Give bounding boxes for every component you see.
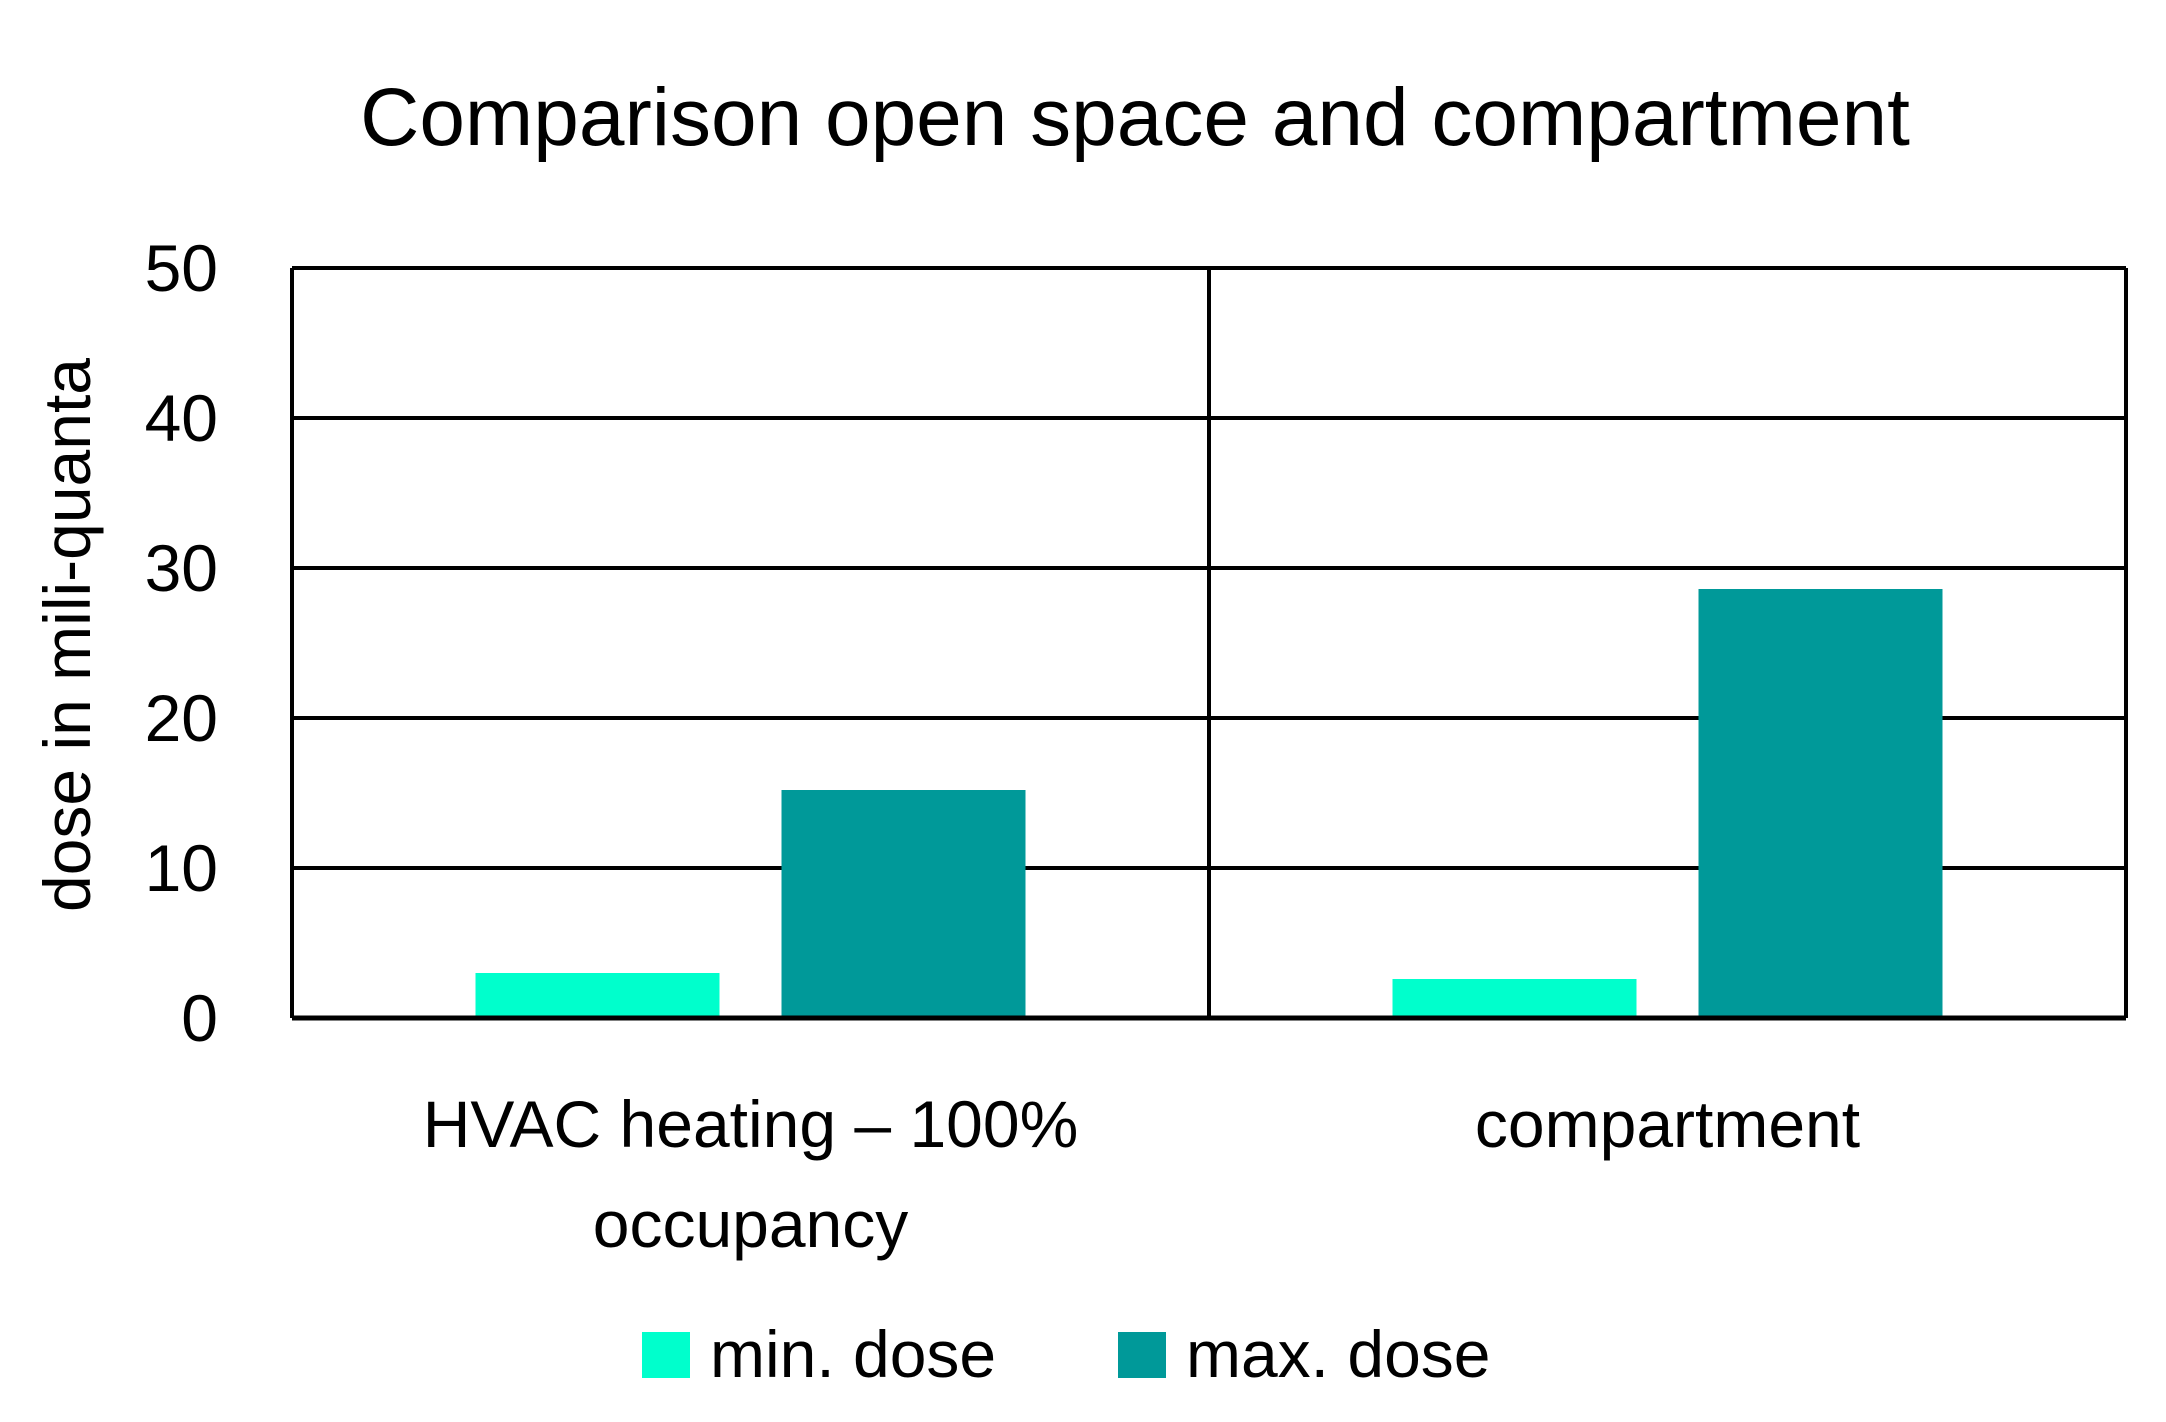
plot-frame bbox=[290, 268, 2128, 1021]
y-tick-label: 20 bbox=[145, 681, 218, 755]
chart-title: Comparison open space and compartment bbox=[360, 72, 1910, 163]
legend: min. dose max. dose bbox=[642, 1317, 1490, 1391]
bar-max-dose bbox=[781, 790, 1026, 1018]
y-axis-label: dose in mili-quanta bbox=[30, 358, 104, 912]
legend-label: min. dose bbox=[710, 1317, 996, 1391]
x-category-label: HVAC heating – 100% bbox=[423, 1087, 1079, 1161]
y-tick-label: 10 bbox=[145, 831, 218, 905]
bar-max-dose bbox=[1698, 589, 1943, 1018]
bar-min-dose bbox=[1392, 979, 1637, 1018]
y-tick-label: 40 bbox=[145, 381, 218, 455]
y-tick-label: 0 bbox=[181, 981, 218, 1055]
y-axis-ticks: 0 10 20 30 40 50 bbox=[145, 231, 218, 1055]
y-tick-label: 50 bbox=[145, 231, 218, 305]
legend-label: max. dose bbox=[1186, 1317, 1490, 1391]
legend-swatch bbox=[642, 1332, 690, 1378]
y-tick-label: 30 bbox=[145, 531, 218, 605]
legend-swatch bbox=[1118, 1332, 1166, 1378]
bar-min-dose bbox=[475, 973, 720, 1018]
x-category-label: compartment bbox=[1475, 1087, 1860, 1161]
x-axis-categories: HVAC heating – 100% occupancy compartment bbox=[423, 1087, 1860, 1261]
x-category-label: occupancy bbox=[593, 1187, 909, 1261]
bars bbox=[475, 589, 1943, 1018]
